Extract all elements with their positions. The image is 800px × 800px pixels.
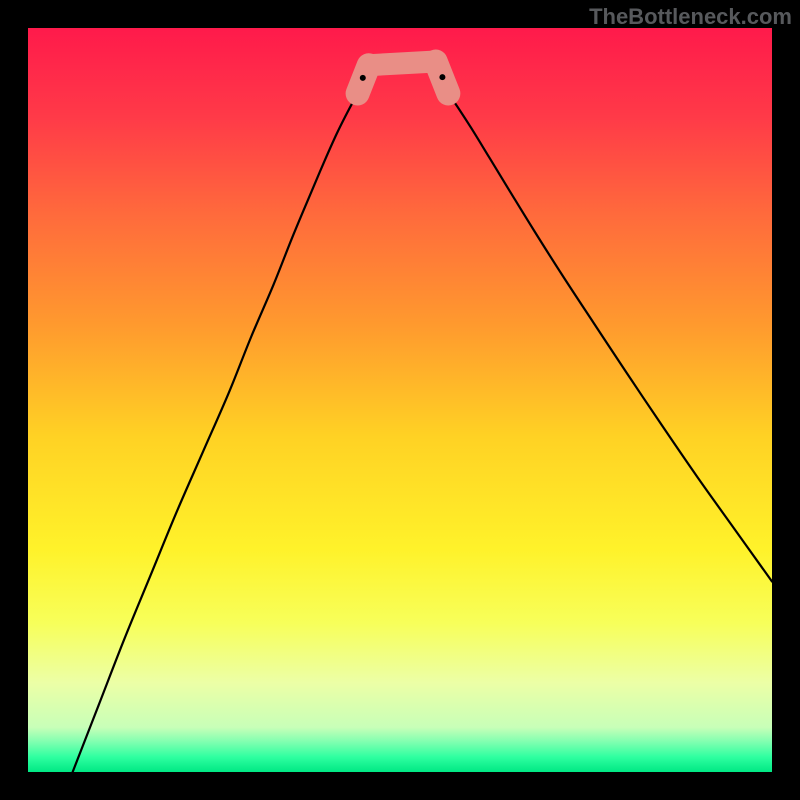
valley-marker-dot — [439, 74, 445, 80]
watermark-text: TheBottleneck.com — [589, 4, 792, 30]
chart-svg — [28, 28, 772, 772]
curve-right — [448, 93, 772, 581]
curve-left — [73, 93, 358, 772]
chart-frame: TheBottleneck.com — [0, 0, 800, 800]
valley-marker-dot — [360, 75, 366, 81]
plot-area — [28, 28, 772, 772]
